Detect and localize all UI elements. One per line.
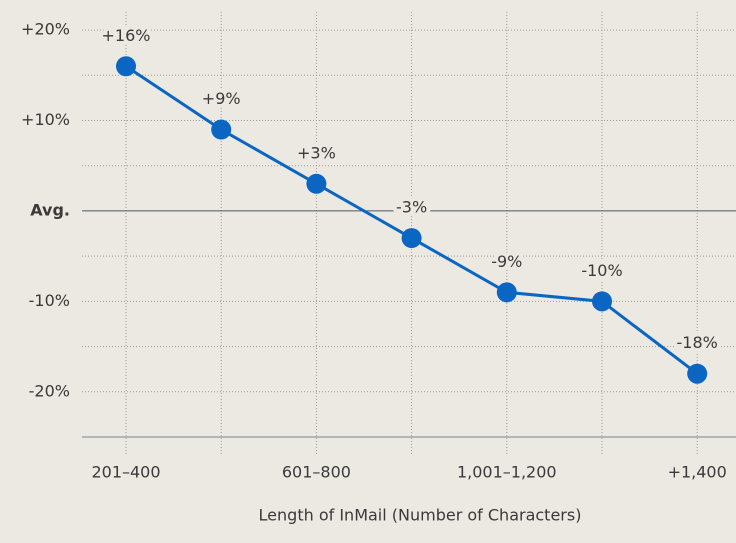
x-axis-title: Length of InMail (Number of Characters) — [259, 506, 582, 525]
data-point — [592, 291, 612, 312]
y-tick-label: +20% — [21, 20, 70, 39]
data-point — [211, 119, 232, 140]
data-label: -10% — [581, 261, 622, 280]
data-label: -18% — [677, 333, 718, 352]
y-tick-label: -20% — [29, 381, 70, 400]
data-point — [687, 363, 708, 384]
data-label: -3% — [396, 198, 427, 217]
data-point — [116, 56, 136, 77]
data-label: +9% — [202, 89, 241, 108]
x-tick-label: 601–800 — [282, 463, 351, 482]
data-label: -9% — [491, 252, 522, 271]
y-tick-label: +10% — [21, 110, 70, 129]
y-tick-label: -10% — [29, 291, 70, 310]
x-tick-label: 201–400 — [91, 463, 160, 482]
data-label: +16% — [102, 26, 151, 45]
y-tick-label: Avg. — [30, 200, 70, 219]
x-tick-label: +1,400 — [668, 463, 727, 482]
data-point — [496, 282, 517, 303]
data-label: +3% — [297, 143, 336, 162]
data-point — [401, 228, 422, 249]
data-point — [306, 173, 327, 194]
x-tick-label: 1,001–1,200 — [457, 463, 557, 482]
